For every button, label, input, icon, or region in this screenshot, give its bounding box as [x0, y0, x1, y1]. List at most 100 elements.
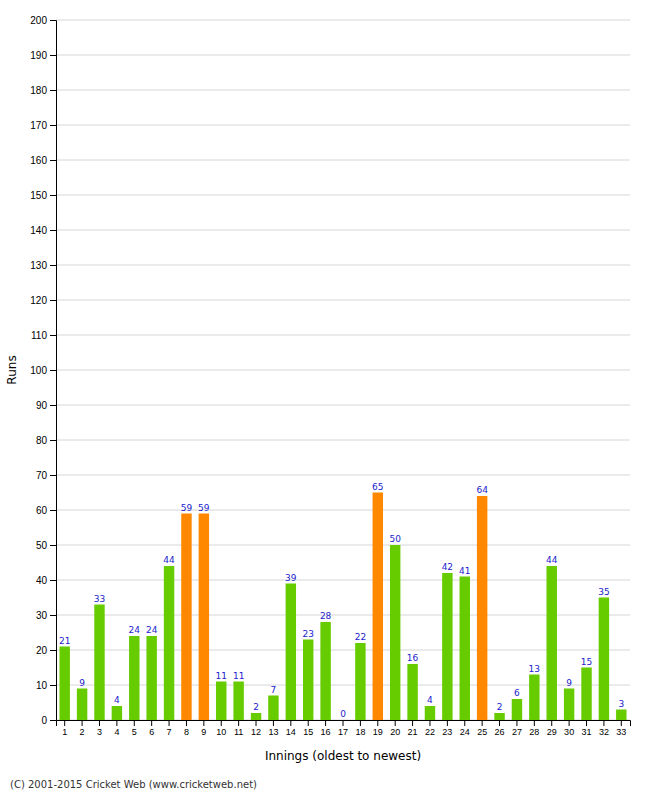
data-label: 16	[407, 653, 419, 663]
x-tick: 28	[529, 720, 539, 737]
tick-label: 0	[41, 715, 47, 726]
data-label: 9	[566, 678, 572, 688]
tick-label: 70	[36, 470, 48, 481]
tick-label: 80	[36, 435, 48, 446]
tick-mark	[50, 720, 56, 721]
tick-mark	[482, 720, 483, 726]
x-tick: 30	[564, 720, 574, 737]
grid-line	[56, 440, 630, 441]
tick-label: 170	[30, 120, 47, 131]
data-label: 59	[198, 503, 210, 513]
bars	[59, 493, 626, 721]
data-label: 13	[529, 664, 540, 674]
bar	[407, 664, 417, 720]
bar	[338, 720, 348, 721]
x-tick: 31	[582, 720, 592, 737]
data-label: 4	[114, 695, 120, 705]
data-label: 24	[146, 625, 158, 635]
tick-label: 31	[582, 727, 592, 737]
bar	[94, 605, 104, 721]
tick-mark	[412, 720, 413, 726]
y-tick: 0	[41, 715, 56, 726]
y-tick: 170	[30, 120, 56, 131]
data-label: 41	[459, 566, 470, 576]
tick-mark	[50, 300, 56, 301]
tick-mark	[151, 720, 152, 726]
grid-line	[56, 55, 630, 56]
tick-mark	[50, 685, 56, 686]
data-label: 21	[59, 636, 70, 646]
tick-mark	[50, 370, 56, 371]
grid-line	[56, 370, 630, 371]
tick-mark	[325, 720, 326, 726]
tick-label: 13	[268, 727, 278, 737]
y-tick: 60	[36, 505, 56, 516]
tick-mark	[50, 90, 56, 91]
x-tick: 29	[547, 720, 557, 737]
x-tick: 10	[216, 720, 226, 737]
y-axis: 0102030405060708090100110120130140150160…	[30, 15, 56, 726]
tick-label: 9	[201, 727, 206, 737]
tick-label: 23	[442, 727, 452, 737]
tick-mark	[395, 720, 396, 726]
data-label: 44	[163, 555, 175, 565]
data-label: 35	[598, 587, 609, 597]
data-label: 23	[302, 629, 313, 639]
tick-label: 18	[355, 727, 365, 737]
bar	[442, 573, 452, 720]
tick-mark	[464, 720, 465, 726]
x-tick: 9	[201, 720, 206, 737]
bar	[564, 689, 574, 721]
grid-line	[56, 90, 630, 91]
tick-mark	[447, 720, 448, 726]
bar	[581, 668, 591, 721]
tick-label: 2	[80, 727, 85, 737]
tick-mark	[290, 720, 291, 726]
tick-mark	[134, 720, 135, 726]
tick-mark	[534, 720, 535, 726]
tick-label: 26	[495, 727, 505, 737]
tick-mark	[308, 720, 309, 726]
tick-mark	[50, 615, 56, 616]
tick-label: 15	[303, 727, 313, 737]
tick-label: 12	[251, 727, 261, 737]
data-label: 65	[372, 482, 383, 492]
tick-mark	[603, 720, 604, 726]
tick-mark	[50, 55, 56, 56]
tick-mark	[429, 720, 430, 726]
tick-mark	[499, 720, 500, 726]
tick-label: 100	[30, 365, 47, 376]
tick-label: 50	[36, 540, 48, 551]
y-tick: 40	[36, 575, 56, 586]
x-tick: 17	[338, 720, 348, 737]
tick-label: 22	[425, 727, 435, 737]
y-tick: 10	[36, 680, 56, 691]
y-tick: 50	[36, 540, 56, 551]
x-tick: 12	[251, 720, 261, 737]
tick-label: 27	[512, 727, 522, 737]
tick-mark	[50, 195, 56, 196]
tick-label: 7	[167, 727, 172, 737]
x-tick: 33	[616, 720, 626, 737]
x-tick: 8	[184, 720, 189, 737]
data-label: 39	[285, 573, 297, 583]
y-tick: 100	[30, 365, 56, 376]
bar	[373, 493, 383, 721]
data-label: 64	[476, 485, 488, 495]
grid-line	[56, 160, 630, 161]
tick-label: 160	[30, 155, 47, 166]
x-tick: 6	[149, 720, 154, 737]
y-tick: 130	[30, 260, 56, 271]
bar	[529, 675, 539, 721]
bar	[303, 640, 313, 721]
y-tick: 20	[36, 645, 56, 656]
tick-label: 29	[547, 727, 557, 737]
tick-label: 21	[408, 727, 418, 737]
data-label: 42	[442, 562, 453, 572]
tick-label: 190	[30, 50, 47, 61]
y-tick: 70	[36, 470, 56, 481]
grid	[56, 20, 630, 720]
bar	[233, 682, 243, 721]
tick-mark	[551, 720, 552, 726]
y-tick: 180	[30, 85, 56, 96]
